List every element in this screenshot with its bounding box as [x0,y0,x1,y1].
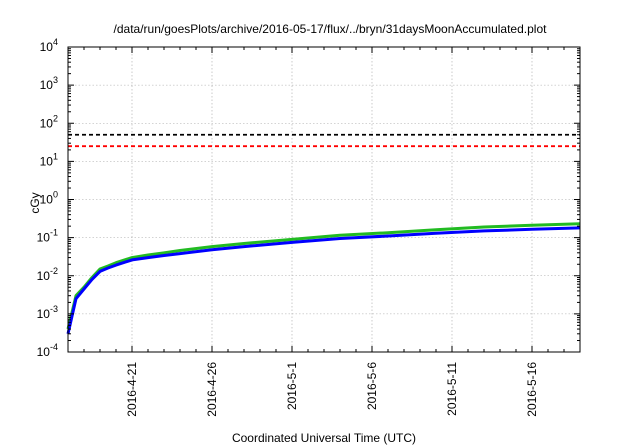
series-lines [66,222,581,335]
y-tick-label: 10-4 [37,342,58,359]
y-tick-label: 102 [40,113,58,130]
y-tick-label: 100 [40,190,58,207]
y-tick-label: 10-2 [37,266,58,283]
y-tick-label: 101 [40,151,58,168]
x-tick-label: 2016-5-11 [445,362,459,416]
reference-lines [68,133,580,148]
x-tick-label: 2016-5-1 [285,362,299,410]
plot-frame [67,46,581,353]
y-tick-label: 103 [40,75,58,92]
x-axis-label: Coordinated Universal Time (UTC) [232,431,416,445]
series-line [66,226,581,335]
y-axis-label: cGy [28,192,42,213]
y-tick-labels: 10-4 10-3 10-2 10-1 100 101 102 103 104 [37,37,58,359]
x-tick-label: 2016-4-21 [125,362,139,417]
y-tick-label: 104 [40,37,58,54]
grid [68,47,580,352]
x-tick-label: 2016-5-16 [525,362,539,417]
x-tick-labels: 2016-4-21 2016-4-26 2016-5-1 2016-5-6 2016-5… [125,362,539,417]
chart-title: /data/run/goesPlots/archive/2016-05-17/f… [114,22,548,36]
y-tick-label: 10-1 [37,228,58,245]
x-tick-label: 2016-4-26 [205,362,219,417]
x-tick-label: 2016-5-6 [365,362,379,410]
y-tick-label: 10-3 [37,304,58,321]
